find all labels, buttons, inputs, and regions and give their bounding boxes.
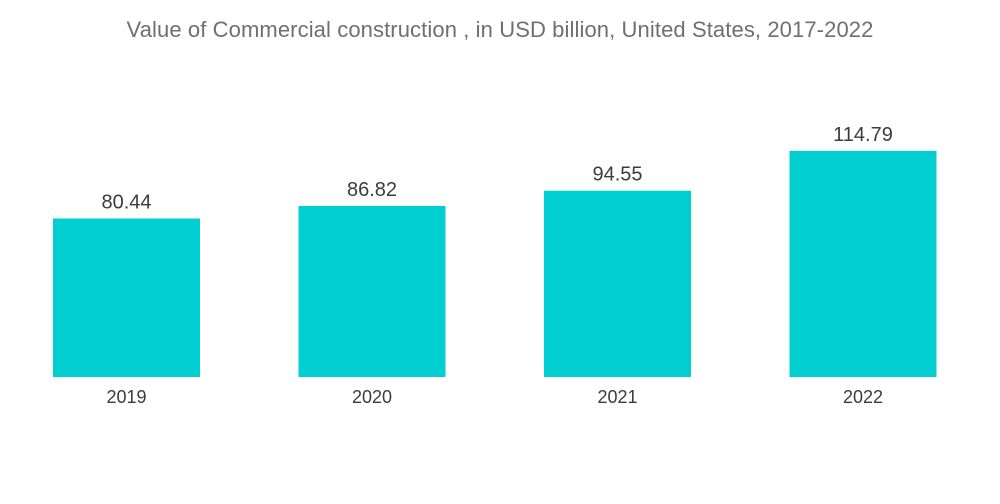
value-label-2021: 94.55	[592, 164, 642, 186]
value-label-2022: 114.79	[833, 124, 893, 146]
x-tick-label-2020: 2020	[352, 387, 392, 407]
chart-title: Value of Commercial construction , in US…	[126, 17, 874, 42]
bar-2019	[53, 218, 200, 377]
bar-2021	[544, 190, 691, 377]
value-labels-group: 80.44 86.82 94.55 114.79	[101, 124, 892, 214]
bars-group	[53, 150, 937, 377]
value-label-2019: 80.44	[101, 192, 151, 214]
x-tick-label-2022: 2022	[843, 387, 883, 407]
value-label-2020: 86.82	[347, 179, 397, 201]
x-tick-labels-group: 2019 2020 2021 2022	[106, 387, 883, 407]
x-tick-label-2021: 2021	[597, 387, 637, 407]
bar-2020	[298, 206, 446, 377]
bar-2022	[789, 150, 937, 377]
x-tick-label-2019: 2019	[106, 387, 146, 407]
